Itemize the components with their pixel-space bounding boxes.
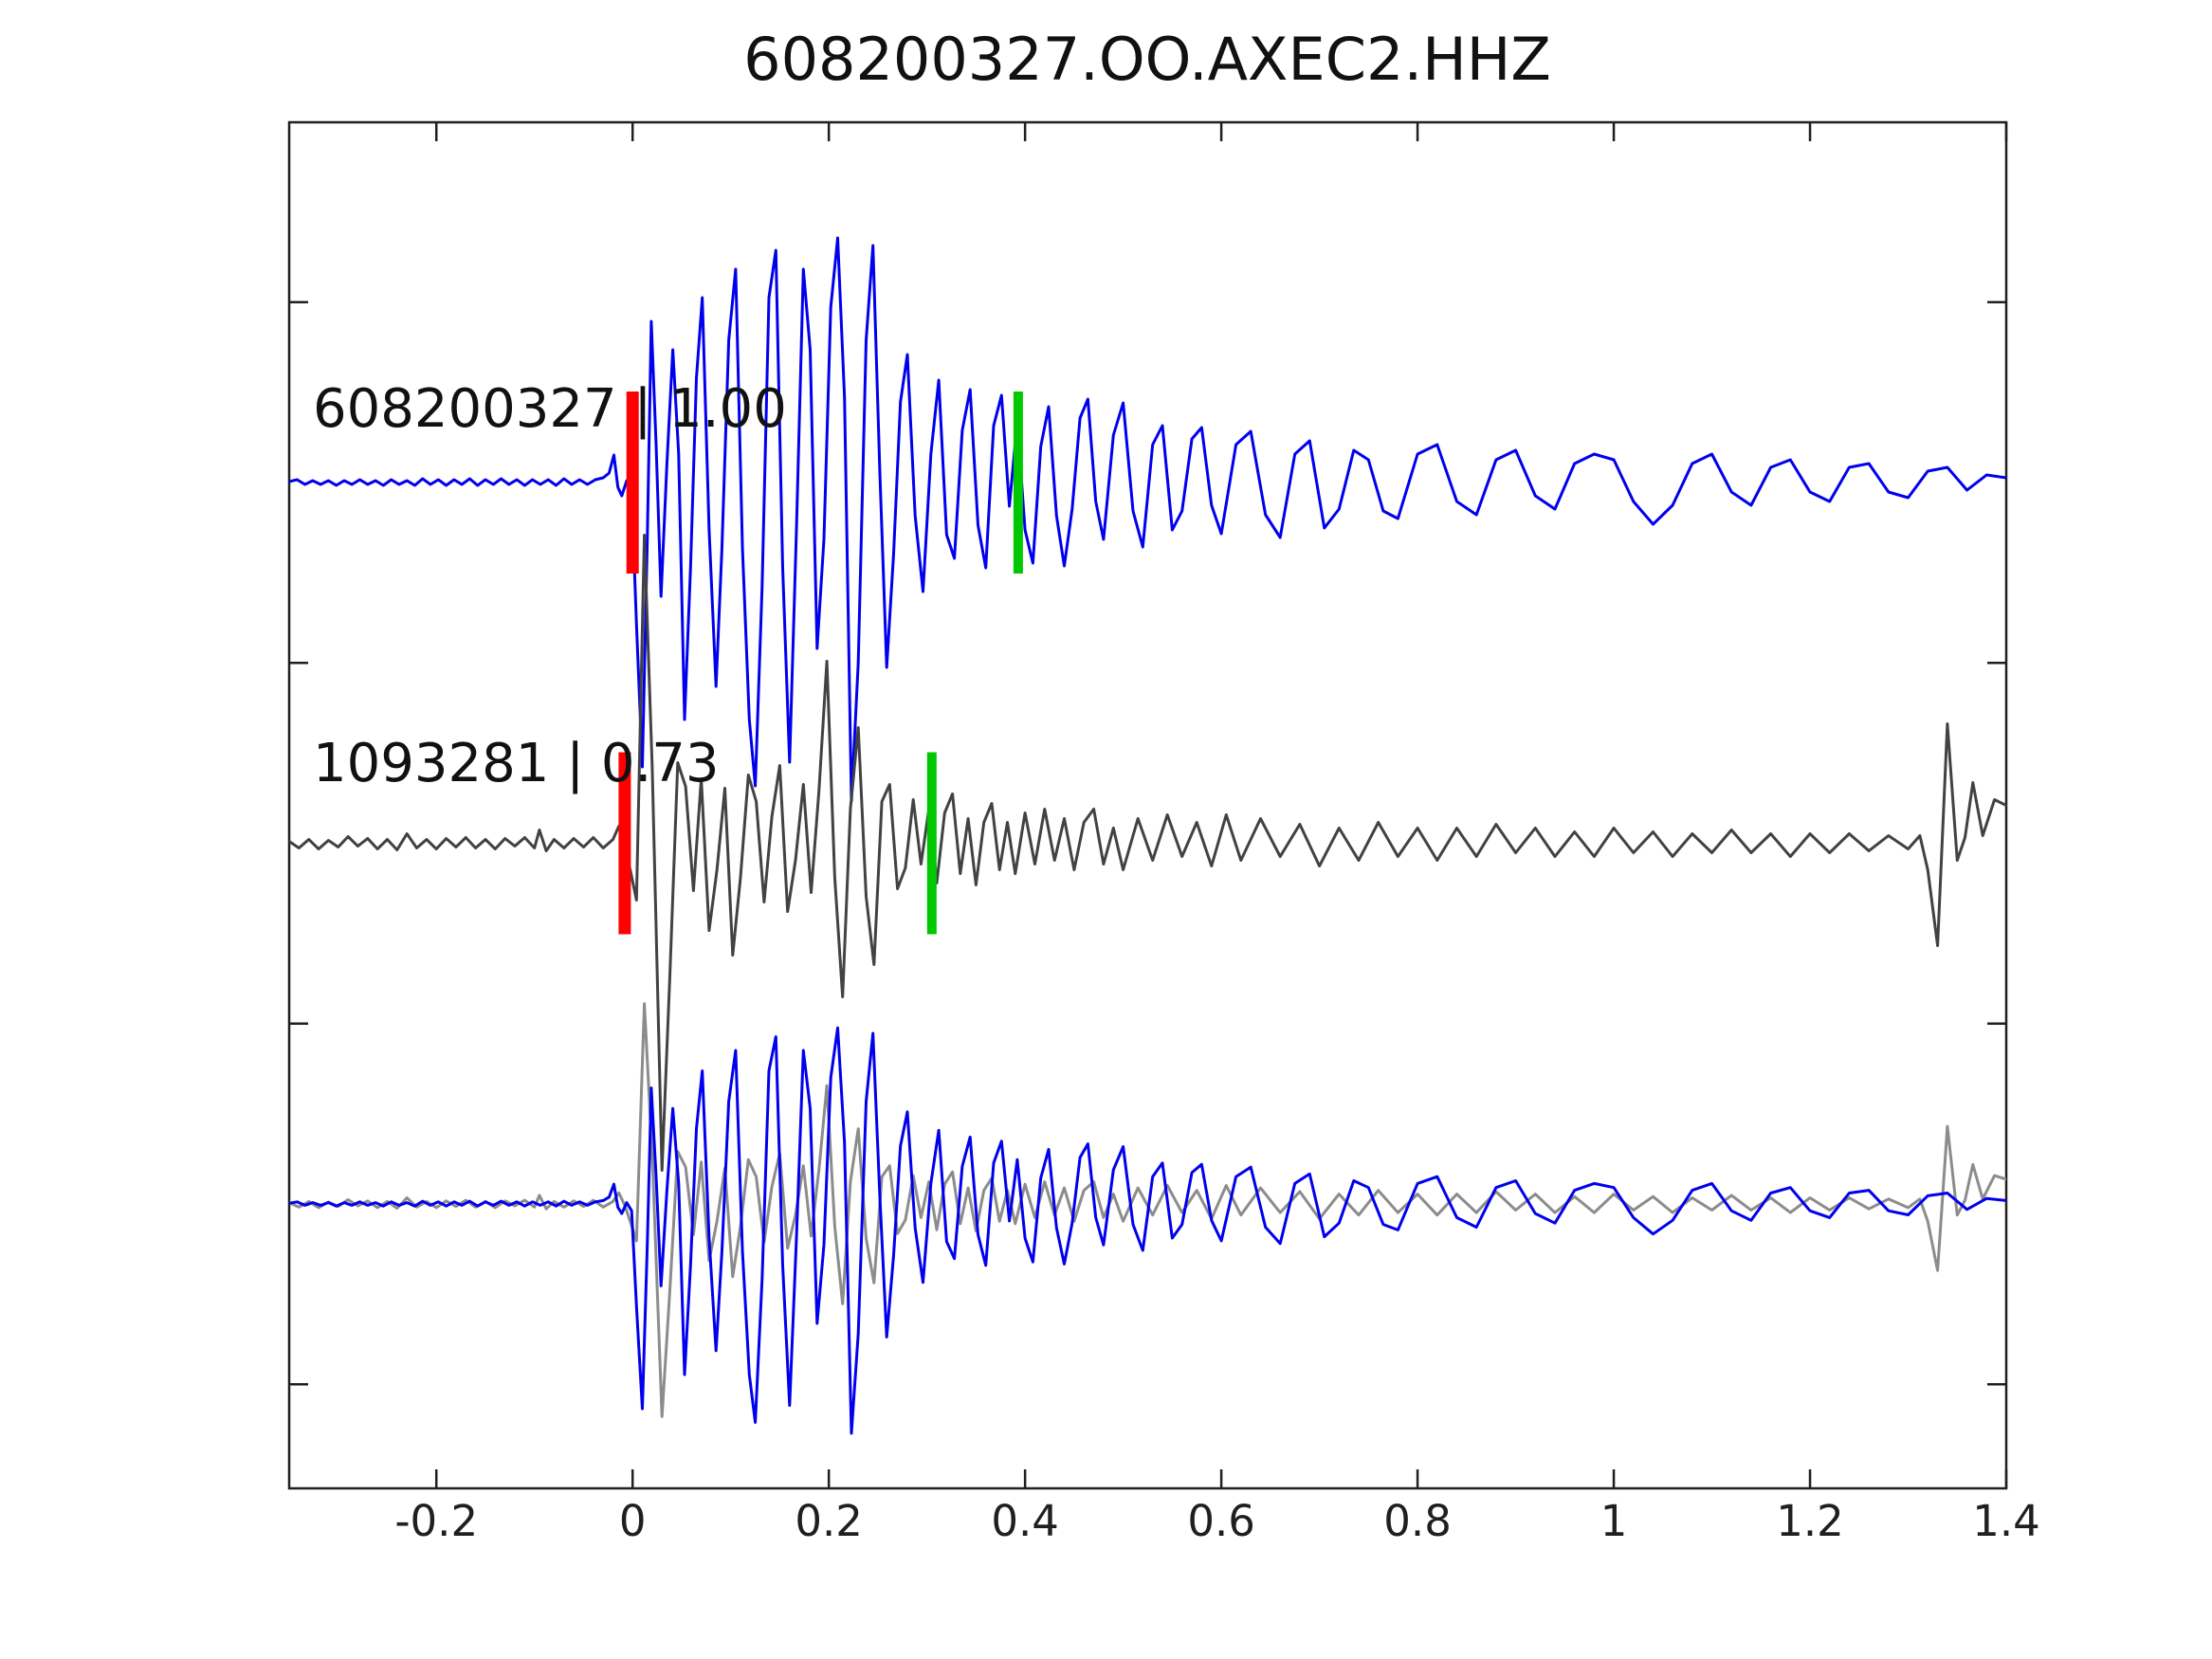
plot-area: -0.2 0 0.2 0.4 0.6 0.8 1 1.2 1.4 [287, 120, 2040, 1546]
x-tick-label: 1.2 [1776, 1496, 1844, 1546]
waveform-overlay-608200327 [289, 1026, 2006, 1435]
green-pick-marker-trace-608200327 [1013, 392, 1023, 574]
red-pick-marker-trace-1093281 [618, 752, 631, 935]
trace-1-label: 608200327 | 1.00 [313, 378, 787, 440]
x-tick-label: 0.4 [991, 1496, 1059, 1546]
trace-2-label: 1093281 | 0.73 [313, 733, 720, 794]
waveform-trace-1093281 [289, 534, 2006, 1172]
red-pick-marker-trace-608200327 [626, 392, 639, 574]
x-tick-label: 0 [619, 1496, 647, 1546]
traces-group [289, 236, 2006, 1435]
waveform-trace-608200327 [289, 236, 2006, 803]
x-tick-label: -0.2 [394, 1496, 478, 1546]
x-tick-label: 1 [1600, 1496, 1628, 1546]
figure-title: 608200327.OO.AXEC2.HHZ [743, 25, 1551, 94]
x-tick-label: 0.6 [1187, 1496, 1255, 1546]
waveform-overlay-1093281 [289, 1002, 2006, 1418]
green-pick-marker-trace-1093281 [926, 752, 937, 935]
x-tick-label: 1.4 [1972, 1496, 2040, 1546]
x-tick-label: 0.2 [795, 1496, 863, 1546]
axes-border [287, 120, 2008, 1490]
x-tick-label: 0.8 [1383, 1496, 1452, 1546]
